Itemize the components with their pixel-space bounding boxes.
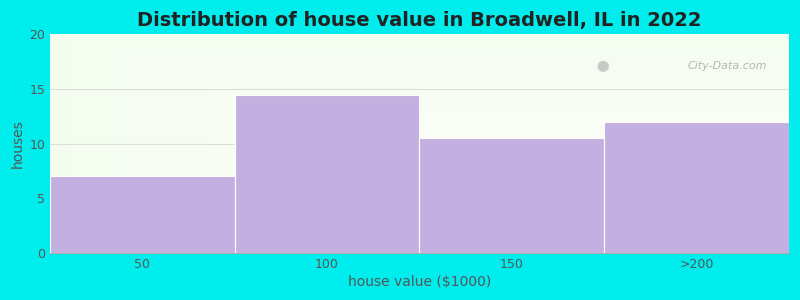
- Bar: [50, 176, 234, 253]
- Text: City-Data.com: City-Data.com: [687, 61, 766, 71]
- X-axis label: house value ($1000): house value ($1000): [348, 275, 491, 289]
- Text: ⬤: ⬤: [597, 61, 610, 72]
- Title: Distribution of house value in Broadwell, IL in 2022: Distribution of house value in Broadwell…: [138, 11, 702, 30]
- Y-axis label: houses: houses: [11, 119, 25, 168]
- Bar: [234, 94, 419, 253]
- Bar: [604, 122, 789, 253]
- Bar: [419, 138, 604, 253]
